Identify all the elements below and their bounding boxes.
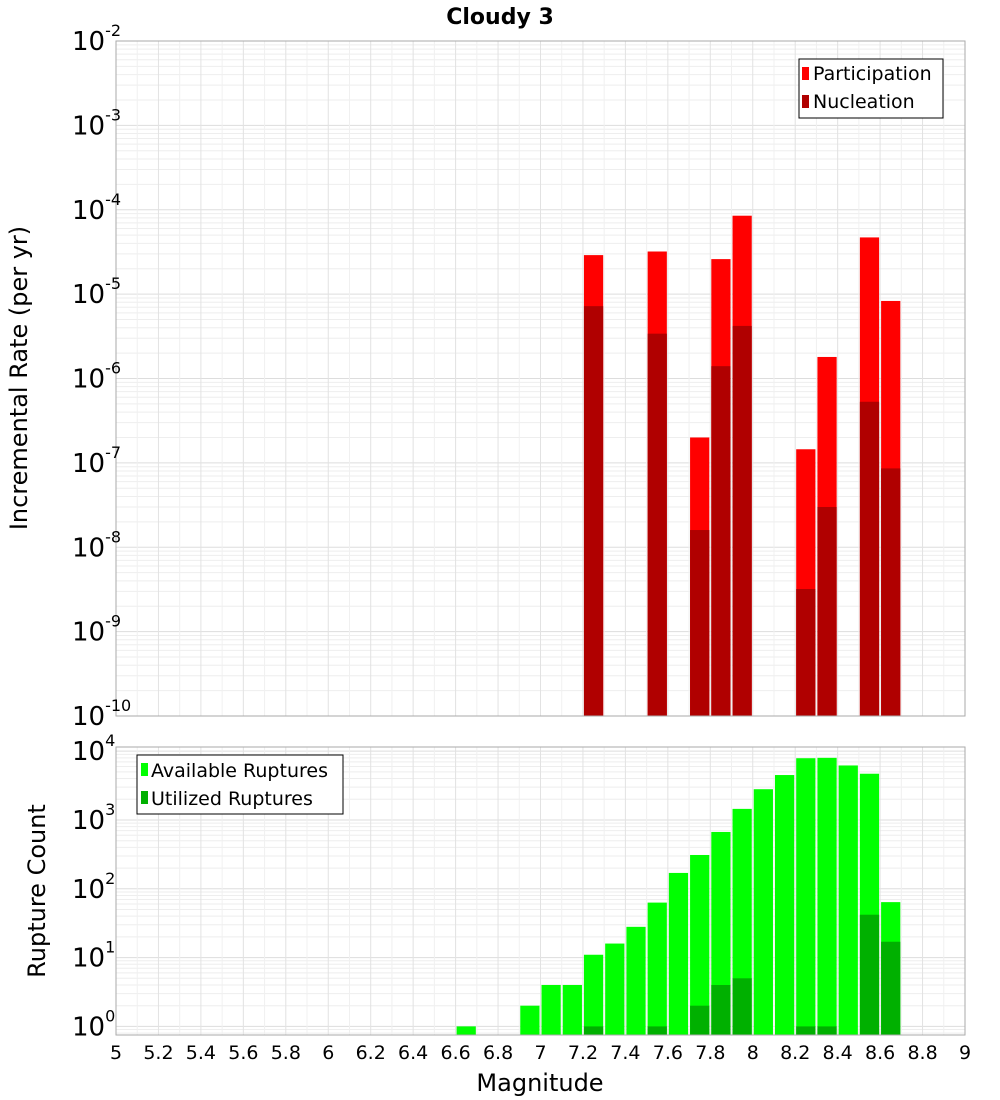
x-tick-label: 7.8	[695, 1042, 725, 1064]
rate-b-bar	[711, 366, 731, 716]
x-tick-label: 6	[322, 1042, 334, 1064]
top-y-tick-label: 10-2	[72, 21, 121, 57]
top-y-ticks: 10-10 10-9 10-8 10-7 10-6 10-5 10-4 10-3 10-2	[72, 21, 131, 732]
bottom-legend: Available Ruptures Utilized Ruptures	[136, 754, 344, 815]
legend-swatch-utilized	[141, 791, 148, 804]
count-b-bar	[817, 1026, 837, 1035]
count-b-bar	[690, 1005, 710, 1035]
rate-b-bar	[817, 506, 837, 716]
top-y-tick-label: 10-8	[72, 527, 121, 563]
bottom-y-tick-label: 102	[72, 869, 115, 905]
top-y-tick-label: 10-5	[72, 274, 121, 310]
top-legend-box	[798, 58, 944, 119]
x-tick-label: 5.4	[186, 1042, 216, 1064]
rate-b-bar	[796, 589, 816, 716]
x-ticks: 5 5.2 5.4 5.6 5.8 6 6.2 6.4 6.6 6.8 7 7.2 7.4 7.6 7.8 8…	[110, 1042, 971, 1064]
x-tick-label: 7.4	[610, 1042, 640, 1064]
legend-label-participation: Participation	[813, 63, 932, 85]
x-axis-label: Magnitude	[476, 1069, 603, 1097]
count-a-bar	[817, 757, 837, 1035]
count-a-bar	[838, 765, 858, 1035]
count-a-bar	[520, 1005, 540, 1035]
x-tick-label: 8.4	[823, 1042, 853, 1064]
count-b-bar	[732, 978, 752, 1035]
x-tick-label: 6.4	[398, 1042, 428, 1064]
x-tick-label: 8.8	[907, 1042, 937, 1064]
bottom-legend-box	[136, 754, 344, 815]
top-y-tick-label: 10-7	[72, 443, 121, 479]
count-b-bar	[859, 914, 880, 1035]
x-tick-label: 7	[534, 1042, 546, 1064]
count-a-bar	[456, 1026, 476, 1035]
x-tick-label: 5.8	[271, 1042, 301, 1064]
top-plot-frame	[115, 40, 966, 717]
rate-b-bar	[647, 333, 667, 716]
rate-b-bar	[690, 530, 710, 716]
count-a-bar	[605, 943, 625, 1035]
count-a-bar	[796, 758, 816, 1035]
x-tick-label: 9	[959, 1042, 971, 1064]
bottom-y-tick-label: 103	[72, 800, 115, 836]
top-y-tick-label: 10-6	[72, 359, 121, 395]
legend-swatch-nucleation	[802, 95, 809, 108]
count-a-bar	[668, 872, 689, 1035]
legend-label-utilized: Utilized Ruptures	[151, 788, 313, 810]
top-legend: Participation Nucleation	[798, 58, 944, 119]
x-tick-label: 8.6	[865, 1042, 895, 1064]
count-a-bar	[583, 954, 604, 1035]
bottom-plot-frame	[115, 746, 966, 1036]
legend-label-nucleation: Nucleation	[813, 91, 915, 113]
count-a-bar	[711, 831, 731, 1035]
x-tick-label: 8.2	[780, 1042, 810, 1064]
x-tick-label: 5.2	[143, 1042, 173, 1064]
bottom-y-axis-label: Rupture Count	[23, 804, 51, 978]
count-b-bar	[583, 1026, 604, 1035]
x-tick-label: 7.2	[568, 1042, 598, 1064]
x-tick-label: 6.8	[483, 1042, 513, 1064]
x-tick-label: 5.6	[228, 1042, 258, 1064]
legend-label-available: Available Ruptures	[151, 760, 328, 782]
count-a-bar	[774, 775, 795, 1035]
bottom-y-ticks: 100 101 102 103 104	[72, 731, 115, 1042]
top-bars	[583, 215, 901, 717]
x-tick-label: 8	[747, 1042, 759, 1064]
bottom-y-tick-label: 100	[72, 1006, 115, 1042]
bottom-bars	[456, 757, 901, 1035]
top-grid	[115, 40, 966, 717]
rate-b-bar	[732, 325, 752, 716]
count-a-bar	[626, 926, 646, 1035]
count-b-bar	[711, 984, 731, 1035]
legend-swatch-available	[141, 763, 148, 776]
top-y-axis-label: Incremental Rate (per yr)	[5, 226, 33, 530]
top-y-tick-label: 10-10	[72, 696, 131, 732]
x-tick-label: 6.2	[356, 1042, 386, 1064]
count-a-bar	[753, 789, 773, 1035]
count-a-bar	[541, 984, 561, 1035]
count-b-bar	[647, 1026, 667, 1035]
x-tick-label: 6.6	[440, 1042, 470, 1064]
top-y-tick-label: 10-9	[72, 612, 121, 648]
count-a-bar	[562, 984, 582, 1035]
count-a-bar	[690, 854, 710, 1035]
bottom-y-tick-label: 101	[72, 938, 115, 974]
count-b-bar	[881, 941, 901, 1035]
count-b-bar	[796, 1026, 816, 1035]
x-tick-label: 7.6	[653, 1042, 683, 1064]
rate-b-bar	[881, 468, 901, 716]
top-y-tick-label: 10-4	[72, 190, 121, 226]
legend-swatch-participation	[802, 67, 809, 80]
count-a-bar	[647, 902, 667, 1035]
rate-b-bar	[583, 306, 604, 716]
rate-b-bar	[859, 401, 880, 716]
top-y-tick-label: 10-3	[72, 105, 121, 141]
x-tick-label: 5	[110, 1042, 122, 1064]
chart-title: Cloudy 3	[446, 5, 554, 30]
bottom-y-tick-label: 104	[72, 731, 115, 767]
